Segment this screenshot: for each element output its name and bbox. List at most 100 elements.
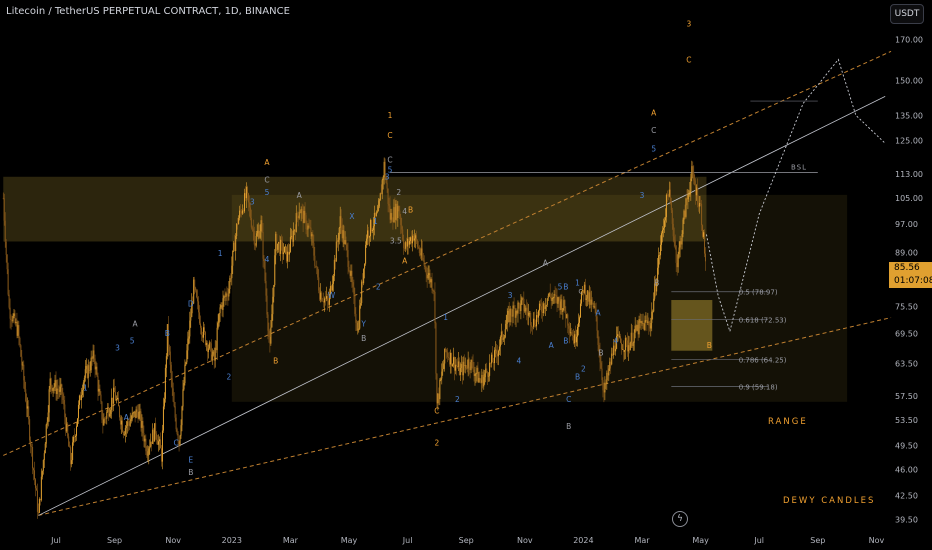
wave-label: 5 — [265, 188, 270, 197]
candle-body — [221, 305, 223, 310]
candle-body — [686, 198, 688, 200]
currency-button[interactable]: USDT — [890, 4, 924, 24]
candle-body — [294, 230, 296, 232]
candle-body — [373, 212, 375, 227]
candle-body — [167, 324, 169, 347]
candle-body — [568, 325, 570, 329]
candle-body — [159, 439, 161, 442]
candle-body — [201, 327, 203, 335]
candle-body — [58, 390, 60, 392]
candle-body — [620, 336, 622, 343]
candle-body — [173, 401, 175, 407]
candle-body — [229, 278, 231, 290]
candle-body — [435, 323, 437, 374]
candle-body — [591, 299, 593, 303]
candle-body — [433, 290, 435, 292]
candle-body — [92, 350, 94, 359]
candle-body — [30, 440, 32, 447]
candle-body — [162, 406, 164, 431]
candle-body — [316, 266, 318, 268]
candle-body — [335, 241, 337, 262]
candle-body — [698, 204, 700, 207]
wave-label: 2 — [455, 395, 460, 404]
candle-body — [494, 350, 496, 364]
candle-body — [35, 488, 37, 491]
candle-body — [382, 177, 384, 181]
price-tick-label: 49.50 — [895, 441, 918, 450]
candle-body — [148, 448, 150, 455]
candle-body — [642, 323, 644, 324]
candle-body — [425, 267, 427, 274]
candle-body — [579, 303, 581, 318]
candle-body — [537, 310, 539, 318]
candle-body — [55, 380, 57, 394]
candle-body — [574, 334, 576, 344]
time-tick-label: Sep — [107, 536, 122, 545]
candle-body — [77, 404, 79, 419]
candle-body — [296, 213, 298, 217]
candle-body — [79, 395, 81, 401]
time-tick-label: May — [692, 536, 709, 545]
candle-body — [685, 198, 687, 217]
candle-body — [688, 194, 690, 196]
candle-body — [572, 335, 574, 337]
candle-body — [452, 364, 454, 367]
candle-body — [668, 189, 670, 197]
candle-body — [490, 362, 492, 364]
wave-label: C — [651, 126, 656, 135]
candle-body — [132, 413, 134, 414]
candle-body — [583, 284, 585, 293]
candle-body — [594, 306, 596, 310]
candle-body — [581, 290, 583, 292]
candle-body — [554, 293, 556, 296]
candle-body — [216, 327, 218, 351]
candle-body — [185, 362, 187, 365]
candle-body — [321, 292, 323, 301]
candle-body — [622, 349, 624, 352]
candle-body — [351, 270, 353, 283]
lower-channel-line — [38, 317, 892, 516]
candle-body — [202, 334, 203, 338]
candle-body — [45, 424, 47, 444]
candle-body — [486, 368, 488, 372]
candle-body — [419, 253, 421, 256]
candle-body — [91, 357, 93, 359]
candle-body — [181, 406, 183, 426]
candle-body — [575, 334, 577, 343]
price-tick-label: 63.50 — [895, 359, 918, 368]
candle-body — [411, 235, 413, 244]
candle-body — [700, 203, 702, 204]
candle-body — [557, 297, 559, 304]
candle-body — [143, 433, 145, 442]
candle-body — [637, 324, 639, 335]
candle-body — [617, 334, 619, 337]
candle-body — [449, 357, 451, 365]
candle-body — [555, 295, 557, 297]
candle-body — [31, 446, 33, 447]
candle-body — [203, 327, 205, 332]
flash-icon[interactable]: ϟ — [672, 511, 688, 527]
candle-body — [242, 210, 244, 214]
candle-body — [356, 322, 358, 331]
wave-label: B — [566, 422, 571, 431]
candle-body — [429, 273, 431, 283]
candle-body — [360, 303, 362, 306]
candle-body — [231, 265, 233, 279]
candle-body — [578, 317, 580, 323]
price-tick-label: 97.00 — [895, 220, 918, 229]
candle-body — [552, 298, 554, 299]
candle-body — [52, 388, 54, 391]
candle-body — [202, 327, 204, 338]
candle-body — [597, 330, 599, 345]
candle-body — [443, 363, 445, 369]
candle-body — [415, 235, 417, 241]
candle-body — [134, 411, 136, 418]
candle-body — [236, 223, 238, 237]
candle-body — [336, 241, 338, 243]
candle-body — [586, 290, 588, 299]
candle-body — [620, 342, 622, 350]
candle-body — [23, 364, 25, 381]
candle-body — [511, 315, 513, 317]
candle-body — [63, 400, 65, 405]
